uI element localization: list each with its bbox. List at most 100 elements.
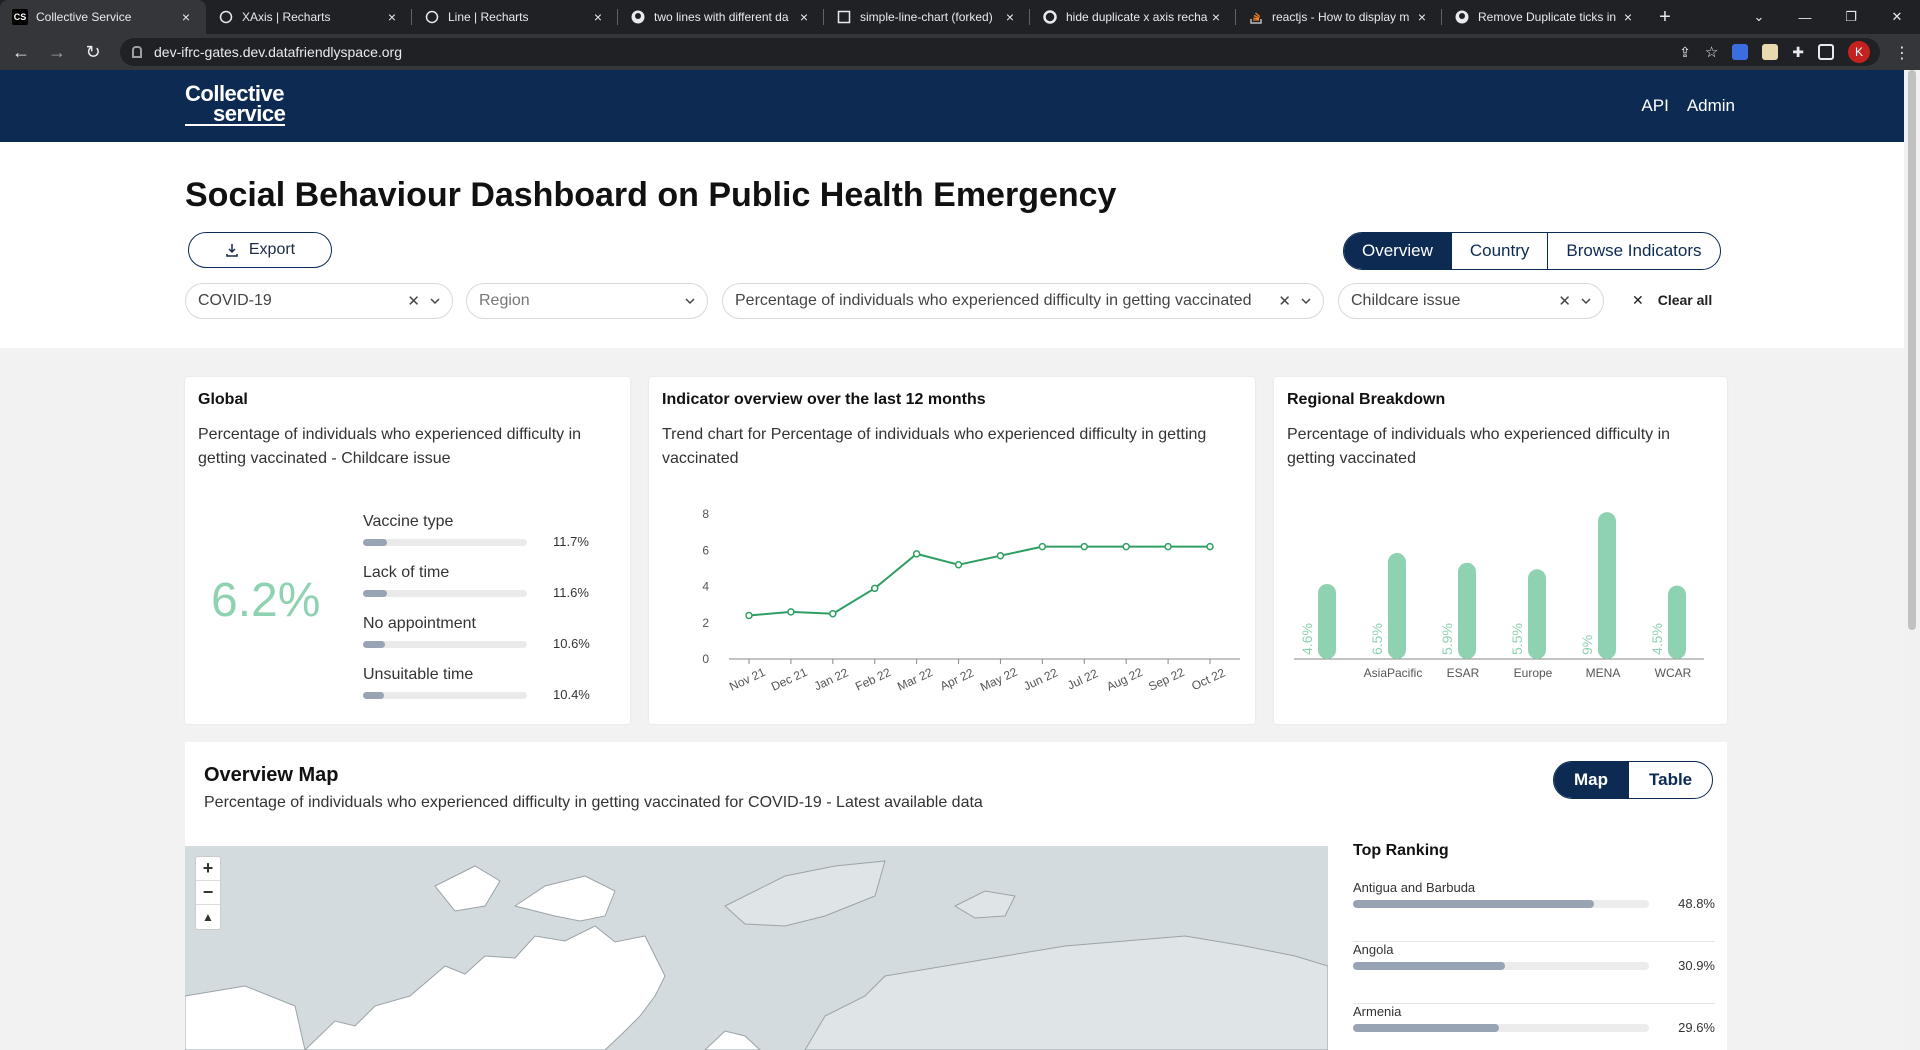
browser-tab[interactable]: simple-line-chart (forked) ×: [824, 0, 1030, 34]
close-tab-icon[interactable]: ×: [1623, 9, 1633, 25]
browser-tab[interactable]: hide duplicate x axis recha ×: [1030, 0, 1236, 34]
back-icon[interactable]: ←: [12, 41, 30, 62]
browser-menu-icon[interactable]: ⋮: [1894, 45, 1910, 62]
scrollbar-thumb[interactable]: [1908, 70, 1916, 630]
region-bar: [1598, 512, 1616, 659]
region-select[interactable]: Region: [466, 283, 708, 319]
close-tab-icon[interactable]: ×: [799, 9, 809, 25]
regional-card-subtitle: Percentage of individuals who experience…: [1287, 426, 1671, 467]
x-tick-label: Apr 22: [938, 665, 976, 693]
map-toggle-button[interactable]: Map: [1554, 762, 1628, 798]
logo-line-2: service: [185, 103, 286, 126]
metric-bar: [363, 641, 527, 648]
subvariable-select[interactable]: Childcare issue ✕: [1338, 283, 1604, 319]
top-ranking-panel: Top Ranking Antigua and Barbuda 48.8% An…: [1353, 842, 1715, 1050]
extension-shield-icon[interactable]: [1732, 44, 1749, 60]
api-link[interactable]: API: [1641, 96, 1669, 115]
bookmark-star-icon[interactable]: ☆: [1704, 44, 1719, 61]
ranking-value: 30.9%: [1678, 958, 1715, 973]
chevron-down-icon: [1301, 298, 1311, 305]
ranking-item: Angola 30.9%: [1353, 942, 1715, 1004]
omnibox-actions: ⇪ ☆ ✚ K: [1679, 41, 1880, 63]
side-panel-icon[interactable]: [1818, 44, 1834, 60]
admin-link[interactable]: Admin: [1686, 96, 1735, 115]
tab-title: Collective Service: [36, 10, 132, 24]
reset-north-button[interactable]: ▲: [202, 910, 214, 924]
metric-item: No appointment 10.6%: [363, 615, 593, 651]
trend-data-point: [745, 611, 753, 620]
tab-search-icon[interactable]: ⌄: [1753, 9, 1765, 24]
profile-avatar[interactable]: K: [1848, 41, 1870, 63]
clear-subvariable-icon[interactable]: ✕: [1558, 293, 1571, 310]
clear-all-button[interactable]: ✕ Clear all: [1632, 292, 1712, 309]
region-bar-value: 4.6%: [1299, 623, 1315, 655]
region-bar: [1388, 552, 1406, 659]
page-scrollbar[interactable]: [1904, 70, 1920, 1050]
tab-country[interactable]: Country: [1450, 233, 1548, 269]
recharts-favicon-icon: [424, 9, 440, 25]
world-map[interactable]: + − ▲: [185, 846, 1328, 1050]
browser-tab[interactable]: two lines with different da ×: [618, 0, 824, 34]
chevron-down-icon: [685, 298, 695, 305]
region-category-label: MENA: [1586, 666, 1621, 680]
new-tab-icon[interactable]: +: [1659, 5, 1671, 28]
metric-bar-fill: [363, 692, 385, 699]
ranking-country: Armenia: [1353, 1004, 1402, 1019]
clear-outbreak-icon[interactable]: ✕: [407, 293, 420, 310]
metric-label: No appointment: [363, 615, 476, 632]
ranking-value: 29.6%: [1678, 1020, 1715, 1035]
x-tick-label: Oct 22: [1189, 665, 1227, 693]
region-placeholder: Region: [479, 292, 530, 309]
close-tab-icon[interactable]: ×: [387, 9, 397, 25]
extensions-puzzle-icon[interactable]: ✚: [1792, 43, 1804, 60]
minimize-icon[interactable]: —: [1798, 9, 1812, 25]
map-table-toggle: Map Table: [1553, 761, 1714, 799]
indicator-select[interactable]: Percentage of individuals who experience…: [722, 283, 1324, 319]
x-tick-label: Jun 22: [1021, 665, 1060, 693]
browser-tab[interactable]: reactjs - How to display m ×: [1236, 0, 1442, 34]
ranking-bar-fill: [1353, 962, 1506, 970]
export-button[interactable]: Export: [188, 232, 332, 268]
close-tab-icon[interactable]: ×: [1211, 9, 1221, 25]
close-tab-icon[interactable]: ×: [181, 9, 191, 25]
y-tick-label: 4: [702, 580, 709, 594]
region-bar: [1318, 583, 1336, 659]
restore-icon[interactable]: ❐: [1845, 9, 1857, 24]
close-tab-icon[interactable]: ×: [1417, 9, 1427, 25]
collective-service-logo[interactable]: Collective service: [185, 83, 286, 126]
clear-indicator-icon[interactable]: ✕: [1278, 293, 1291, 310]
tab-overview[interactable]: Overview: [1344, 233, 1451, 269]
export-label: Export: [248, 241, 296, 258]
close-tab-icon[interactable]: ×: [593, 9, 603, 25]
browser-tab[interactable]: Line | Recharts ×: [412, 0, 618, 34]
chevron-down-icon: [430, 298, 440, 305]
browser-tab[interactable]: CS Collective Service ×: [0, 0, 206, 34]
close-window-icon[interactable]: ✕: [1891, 9, 1903, 24]
forward-icon[interactable]: →: [48, 41, 66, 62]
region-category-label: WCAR: [1655, 666, 1692, 680]
regional-bar-chart: 4.6% 6.5% AsiaPacific 5.9% ESAR 5.5% Europe 9% M…: [1294, 512, 1704, 680]
tab-title: Line | Recharts: [448, 10, 529, 24]
trend-data-point: [1038, 542, 1047, 551]
browser-tab[interactable]: XAxis | Recharts ×: [206, 0, 412, 34]
zoom-out-button[interactable]: −: [196, 881, 220, 905]
metric-bar: [363, 590, 527, 597]
metric-label: Unsuitable time: [363, 666, 474, 683]
metric-item: Lack of time 11.6%: [363, 564, 593, 600]
trend-data-point: [1080, 542, 1089, 551]
zoom-in-button[interactable]: +: [196, 857, 220, 881]
share-icon[interactable]: ⇪: [1679, 43, 1691, 60]
reload-icon[interactable]: ↻: [85, 41, 101, 62]
global-card-title: Global: [198, 391, 248, 408]
browser-tab[interactable]: Remove Duplicate ticks in ×: [1442, 0, 1648, 34]
outbreak-select[interactable]: COVID-19 ✕: [185, 283, 453, 319]
table-toggle-button[interactable]: Table: [1628, 762, 1712, 798]
address-bar[interactable]: dev-ifrc-gates.dev.datafriendlyspace.org…: [120, 38, 1880, 66]
x-tick-label: Feb 22: [853, 665, 893, 694]
region-category-label: ESAR: [1447, 666, 1480, 680]
google-favicon-icon: [1042, 9, 1058, 25]
extension-note-icon[interactable]: [1762, 44, 1779, 60]
close-tab-icon[interactable]: ×: [1005, 9, 1015, 25]
tab-browse-indicators[interactable]: Browse Indicators: [1547, 233, 1719, 269]
tab-separator: [1441, 9, 1442, 25]
